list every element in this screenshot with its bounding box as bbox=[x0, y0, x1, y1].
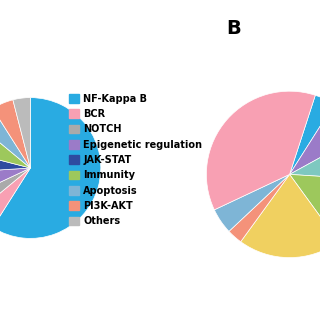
Text: B: B bbox=[226, 19, 241, 38]
Wedge shape bbox=[206, 91, 315, 210]
Wedge shape bbox=[0, 168, 30, 213]
Wedge shape bbox=[0, 123, 30, 168]
Wedge shape bbox=[290, 95, 320, 174]
Wedge shape bbox=[290, 174, 320, 242]
Wedge shape bbox=[0, 98, 101, 238]
Wedge shape bbox=[241, 174, 320, 258]
Wedge shape bbox=[0, 100, 30, 168]
Wedge shape bbox=[214, 174, 290, 231]
Wedge shape bbox=[290, 134, 320, 180]
Wedge shape bbox=[0, 108, 30, 168]
Wedge shape bbox=[290, 104, 320, 174]
Wedge shape bbox=[229, 174, 290, 242]
Wedge shape bbox=[13, 98, 30, 168]
Legend: NF-Kappa B, BCR, NOTCH, Epigenetic regulation, JAK-STAT, Immunity, Apoptosis, PI: NF-Kappa B, BCR, NOTCH, Epigenetic regul… bbox=[69, 94, 203, 226]
Wedge shape bbox=[0, 168, 30, 228]
Wedge shape bbox=[0, 168, 30, 198]
Wedge shape bbox=[0, 150, 30, 172]
